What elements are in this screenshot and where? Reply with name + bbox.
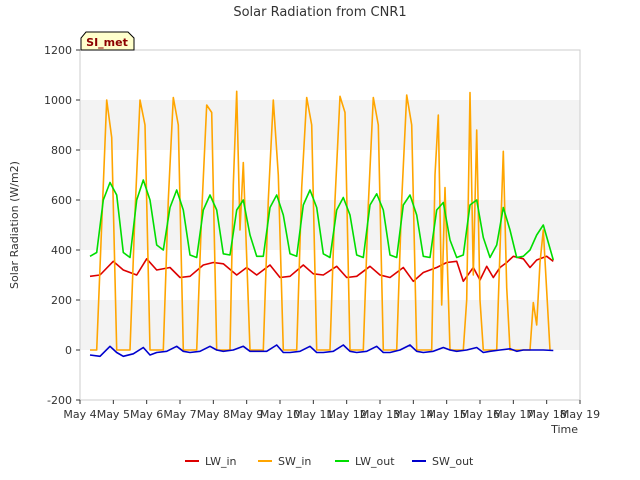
y-tick-label: 200 — [51, 294, 72, 307]
grid-bands — [80, 100, 580, 350]
x-tick-label: May 9 — [230, 408, 263, 421]
x-tick-label: May 12 — [327, 408, 367, 421]
x-axis-label: Time — [550, 423, 578, 436]
x-tick-label: May 19 — [560, 408, 600, 421]
x-tick-label: May 11 — [293, 408, 333, 421]
series-line-sw-in — [90, 90, 551, 351]
x-tick-label: May 10 — [260, 408, 300, 421]
site-badge: SI_met — [80, 31, 135, 51]
y-tick-label: 800 — [51, 144, 72, 157]
series-line-lw-out — [89, 179, 555, 261]
x-tick-label: May 5 — [97, 408, 130, 421]
x-tick-label: May 15 — [427, 408, 467, 421]
x-tick-label: May 16 — [460, 408, 500, 421]
legend-label: LW_out — [355, 455, 395, 468]
legend: LW_in SW_in LW_out SW_out — [185, 455, 474, 468]
y-axis-label: Solar Radiation (W/m2) — [8, 161, 21, 289]
y-tick-label: 1200 — [44, 44, 72, 57]
site-badge-text: SI_met — [86, 36, 128, 49]
grid-band — [80, 100, 580, 150]
x-tick-label: May 17 — [493, 408, 533, 421]
legend-label: SW_out — [432, 455, 474, 468]
x-tick-label: May 13 — [360, 408, 400, 421]
x-tick-label: May 18 — [527, 408, 567, 421]
plot-frame — [79, 49, 581, 401]
series-line-sw-out — [89, 344, 554, 358]
legend-label: LW_in — [205, 455, 237, 468]
y-tick-label: 0 — [65, 344, 72, 357]
site-badge-shape — [80, 31, 135, 51]
x-tick-label: May 8 — [197, 408, 230, 421]
chart-title: Solar Radiation from CNR1 — [233, 5, 406, 20]
series-line-lw-in — [89, 255, 554, 283]
x-tick-label: May 4 — [63, 408, 96, 421]
x-tick-label: May 7 — [163, 408, 196, 421]
x-tick-label: May 14 — [393, 408, 433, 421]
x-tick-label: May 6 — [130, 408, 163, 421]
y-tick-label: 600 — [51, 194, 72, 207]
y-axis-ticks: -200 0 200 400 600 800 1000 1200 — [44, 44, 80, 407]
series-lines — [89, 90, 555, 358]
y-tick-label: 1000 — [44, 94, 72, 107]
y-tick-label: 400 — [51, 244, 72, 257]
y-tick-label: -200 — [47, 394, 72, 407]
legend-label: SW_in — [278, 455, 311, 468]
